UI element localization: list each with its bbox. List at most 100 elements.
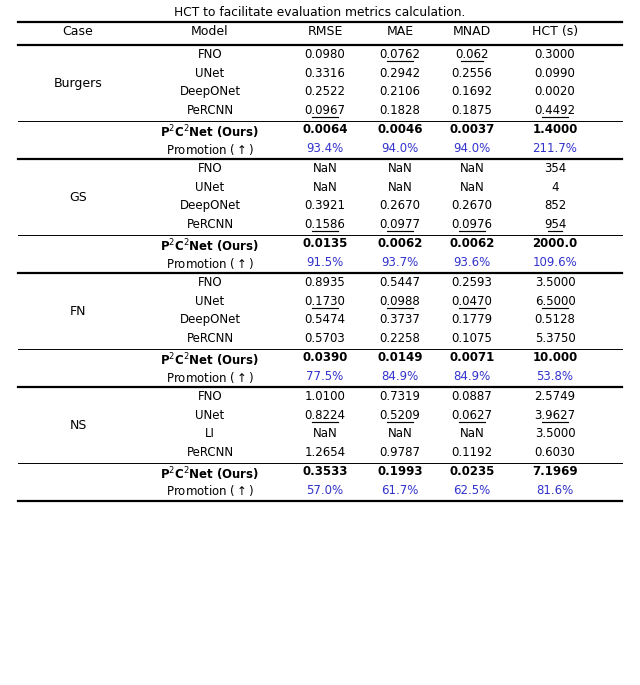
Text: NaN: NaN: [460, 427, 484, 440]
Text: NS: NS: [69, 419, 86, 432]
Text: 3.5000: 3.5000: [534, 276, 575, 289]
Text: 0.3737: 0.3737: [380, 313, 420, 326]
Text: NaN: NaN: [460, 181, 484, 193]
Text: 0.0470: 0.0470: [452, 295, 492, 308]
Text: UNet: UNet: [195, 295, 225, 308]
Text: PeRCNN: PeRCNN: [186, 218, 234, 230]
Text: 0.3000: 0.3000: [534, 48, 575, 61]
Text: HCT to facilitate evaluation metrics calculation.: HCT to facilitate evaluation metrics cal…: [174, 6, 466, 19]
Text: 0.2106: 0.2106: [380, 85, 420, 98]
Text: 0.2670: 0.2670: [380, 199, 420, 212]
Text: 0.0627: 0.0627: [451, 408, 493, 421]
Text: 0.1692: 0.1692: [451, 85, 493, 98]
Text: 0.0064: 0.0064: [302, 123, 348, 136]
Text: 77.5%: 77.5%: [307, 369, 344, 382]
Text: NaN: NaN: [312, 162, 337, 175]
Text: 94.0%: 94.0%: [453, 142, 491, 155]
Text: 0.2258: 0.2258: [380, 332, 420, 345]
Text: P$^2$C$^2$Net (Ours): P$^2$C$^2$Net (Ours): [161, 351, 260, 369]
Text: FNO: FNO: [198, 276, 222, 289]
Text: 0.0062: 0.0062: [378, 237, 422, 250]
Text: 354: 354: [544, 162, 566, 175]
Text: 0.0071: 0.0071: [449, 351, 495, 364]
Text: 91.5%: 91.5%: [307, 256, 344, 269]
Text: 0.6030: 0.6030: [534, 445, 575, 458]
Text: 0.2942: 0.2942: [380, 66, 420, 79]
Text: 2.5749: 2.5749: [534, 390, 575, 403]
Text: 954: 954: [544, 218, 566, 230]
Text: 0.0977: 0.0977: [380, 218, 420, 230]
Text: UNet: UNet: [195, 66, 225, 79]
Text: 0.1192: 0.1192: [451, 445, 493, 458]
Text: 852: 852: [544, 199, 566, 212]
Text: 84.9%: 84.9%: [453, 369, 491, 382]
Text: P$^2$C$^2$Net (Ours): P$^2$C$^2$Net (Ours): [161, 123, 260, 140]
Text: P$^2$C$^2$Net (Ours): P$^2$C$^2$Net (Ours): [161, 465, 260, 483]
Text: FN: FN: [70, 305, 86, 318]
Text: 1.2654: 1.2654: [305, 445, 346, 458]
Text: 0.3316: 0.3316: [305, 66, 346, 79]
Text: 2000.0: 2000.0: [532, 237, 578, 250]
Text: 0.4492: 0.4492: [534, 103, 575, 116]
Text: NaN: NaN: [312, 427, 337, 440]
Text: 10.000: 10.000: [532, 351, 578, 364]
Text: 0.1730: 0.1730: [305, 295, 346, 308]
Text: 0.5209: 0.5209: [380, 408, 420, 421]
Text: 0.5128: 0.5128: [534, 313, 575, 326]
Text: 93.4%: 93.4%: [307, 142, 344, 155]
Text: FNO: FNO: [198, 48, 222, 61]
Text: 0.0037: 0.0037: [449, 123, 495, 136]
Text: 53.8%: 53.8%: [536, 369, 573, 382]
Text: 0.5703: 0.5703: [305, 332, 346, 345]
Text: NaN: NaN: [388, 427, 412, 440]
Text: MNAD: MNAD: [453, 25, 491, 38]
Text: 57.0%: 57.0%: [307, 484, 344, 497]
Text: 211.7%: 211.7%: [532, 142, 577, 155]
Text: Model: Model: [191, 25, 229, 38]
Text: NaN: NaN: [460, 162, 484, 175]
Text: 109.6%: 109.6%: [532, 256, 577, 269]
Text: 0.0976: 0.0976: [451, 218, 493, 230]
Text: 0.0967: 0.0967: [305, 103, 346, 116]
Text: 1.4000: 1.4000: [532, 123, 578, 136]
Text: Case: Case: [63, 25, 93, 38]
Text: 94.0%: 94.0%: [381, 142, 419, 155]
Text: 0.7319: 0.7319: [380, 390, 420, 403]
Text: 0.2522: 0.2522: [305, 85, 346, 98]
Text: Promotion ($\uparrow$): Promotion ($\uparrow$): [166, 256, 254, 271]
Text: 0.0062: 0.0062: [449, 237, 495, 250]
Text: 0.5447: 0.5447: [380, 276, 420, 289]
Text: 5.3750: 5.3750: [534, 332, 575, 345]
Text: 93.7%: 93.7%: [381, 256, 419, 269]
Text: Promotion ($\uparrow$): Promotion ($\uparrow$): [166, 369, 254, 384]
Text: NaN: NaN: [388, 162, 412, 175]
Text: 0.8935: 0.8935: [305, 276, 346, 289]
Text: 0.2670: 0.2670: [451, 199, 493, 212]
Text: 6.5000: 6.5000: [534, 295, 575, 308]
Text: 0.3533: 0.3533: [302, 465, 348, 478]
Text: 1.0100: 1.0100: [305, 390, 346, 403]
Text: 0.0149: 0.0149: [377, 351, 423, 364]
Text: 3.9627: 3.9627: [534, 408, 575, 421]
Text: 0.5474: 0.5474: [305, 313, 346, 326]
Text: 0.2593: 0.2593: [452, 276, 492, 289]
Text: 0.1828: 0.1828: [380, 103, 420, 116]
Text: 0.1075: 0.1075: [452, 332, 492, 345]
Text: 0.3921: 0.3921: [305, 199, 346, 212]
Text: Promotion ($\uparrow$): Promotion ($\uparrow$): [166, 484, 254, 499]
Text: NaN: NaN: [312, 181, 337, 193]
Text: 0.0135: 0.0135: [302, 237, 348, 250]
Text: 81.6%: 81.6%: [536, 484, 573, 497]
Text: HCT (s): HCT (s): [532, 25, 578, 38]
Text: 0.0390: 0.0390: [302, 351, 348, 364]
Text: 0.0235: 0.0235: [449, 465, 495, 478]
Text: DeepONet: DeepONet: [179, 85, 241, 98]
Text: DeepONet: DeepONet: [179, 313, 241, 326]
Text: 0.0762: 0.0762: [380, 48, 420, 61]
Text: 0.0980: 0.0980: [305, 48, 346, 61]
Text: 0.062: 0.062: [455, 48, 489, 61]
Text: 0.0887: 0.0887: [452, 390, 492, 403]
Text: PeRCNN: PeRCNN: [186, 445, 234, 458]
Text: FNO: FNO: [198, 162, 222, 175]
Text: 93.6%: 93.6%: [453, 256, 491, 269]
